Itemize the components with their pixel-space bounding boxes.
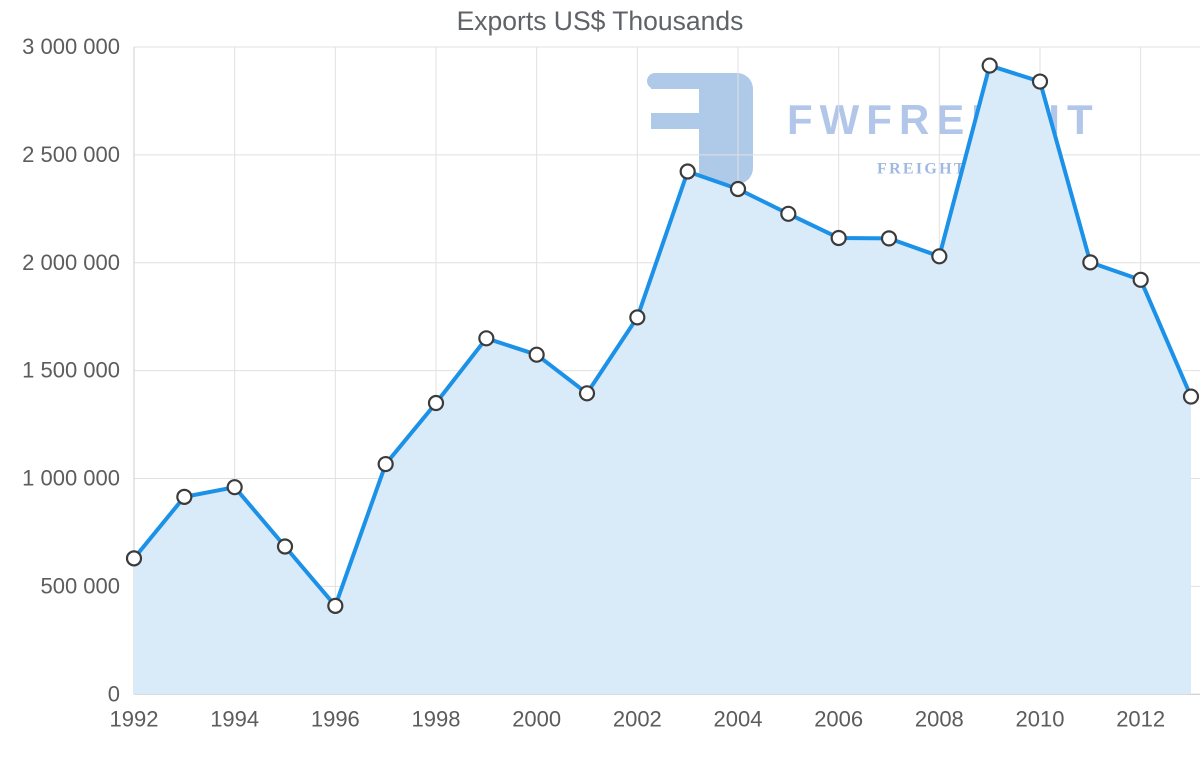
svg-text:2 000 000: 2 000 000 [22,250,120,275]
svg-text:2002: 2002 [613,706,662,731]
svg-text:2012: 2012 [1116,706,1165,731]
svg-text:2 500 000: 2 500 000 [22,142,120,167]
svg-text:1992: 1992 [110,706,159,731]
svg-text:2000: 2000 [512,706,561,731]
svg-text:3 000 000: 3 000 000 [22,34,120,59]
svg-text:500 000: 500 000 [40,573,120,598]
svg-text:0: 0 [108,681,120,706]
svg-text:1996: 1996 [311,706,360,731]
svg-text:1998: 1998 [412,706,461,731]
svg-text:1994: 1994 [210,706,259,731]
svg-text:2004: 2004 [714,706,763,731]
svg-text:2010: 2010 [1016,706,1065,731]
svg-text:1 000 000: 1 000 000 [22,466,120,491]
svg-text:2006: 2006 [814,706,863,731]
svg-text:2008: 2008 [915,706,964,731]
svg-text:1 500 000: 1 500 000 [22,358,120,383]
